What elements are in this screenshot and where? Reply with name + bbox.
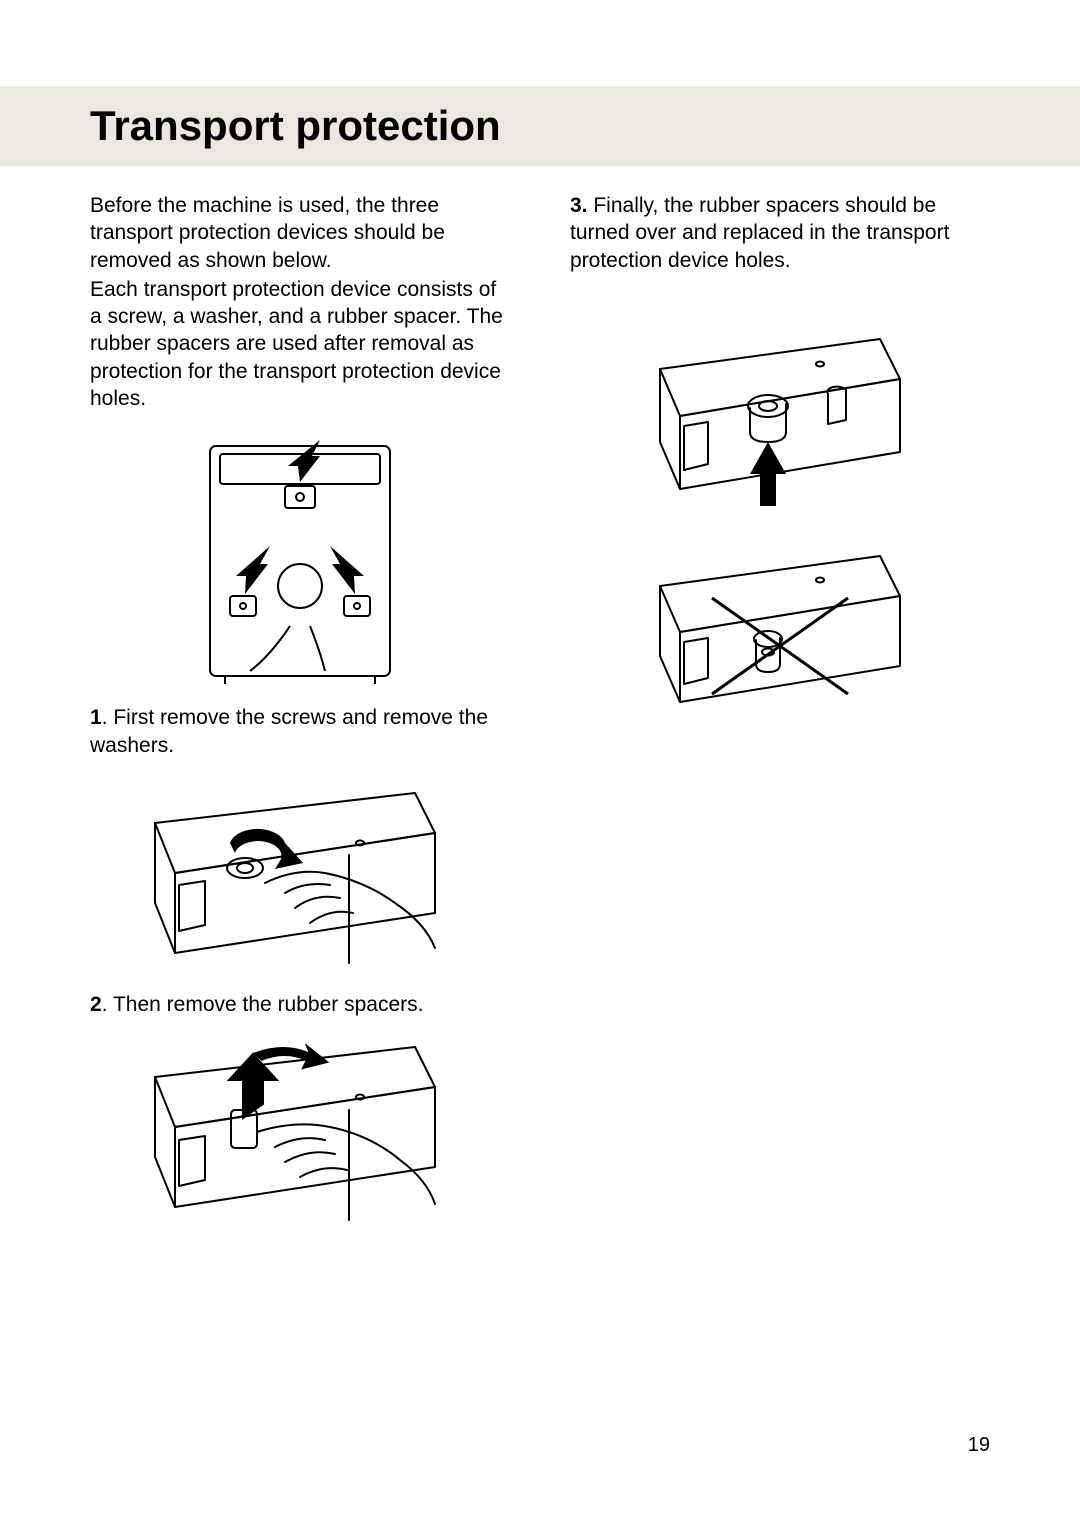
step-1: 1. First remove the screws and remove th… xyxy=(90,704,510,759)
left-column: Before the machine is used, the three tr… xyxy=(90,192,510,1238)
intro-paragraph-1: Before the machine is used, the three tr… xyxy=(90,192,510,274)
step-1-text: . First remove the screws and remove the… xyxy=(90,706,488,756)
step-3: 3. Finally, the rubber spacers should be… xyxy=(570,192,990,274)
figure-insert-wrong xyxy=(570,544,990,714)
intro-paragraph-2: Each transport protection device consist… xyxy=(90,276,510,412)
figure-remove-spacer xyxy=(90,1032,510,1232)
step-2-number: 2 xyxy=(90,993,102,1016)
page-number: 19 xyxy=(968,1434,990,1457)
step-3-number: 3. xyxy=(570,194,588,217)
title-band: Transport protection xyxy=(0,86,1080,166)
step-1-number: 1 xyxy=(90,706,102,729)
step-2: 2. Then remove the rubber spacers. xyxy=(90,991,510,1018)
figure-unscrew xyxy=(90,773,510,973)
content-columns: Before the machine is used, the three tr… xyxy=(90,192,990,1238)
page-title: Transport protection xyxy=(90,102,501,150)
step-2-text: . Then remove the rubber spacers. xyxy=(102,993,424,1016)
step-3-text: Finally, the rubber spacers should be tu… xyxy=(570,194,949,272)
figure-insert-correct xyxy=(570,324,990,514)
right-column: 3. Finally, the rubber spacers should be… xyxy=(570,192,990,1238)
figure-machine-back xyxy=(90,426,510,686)
